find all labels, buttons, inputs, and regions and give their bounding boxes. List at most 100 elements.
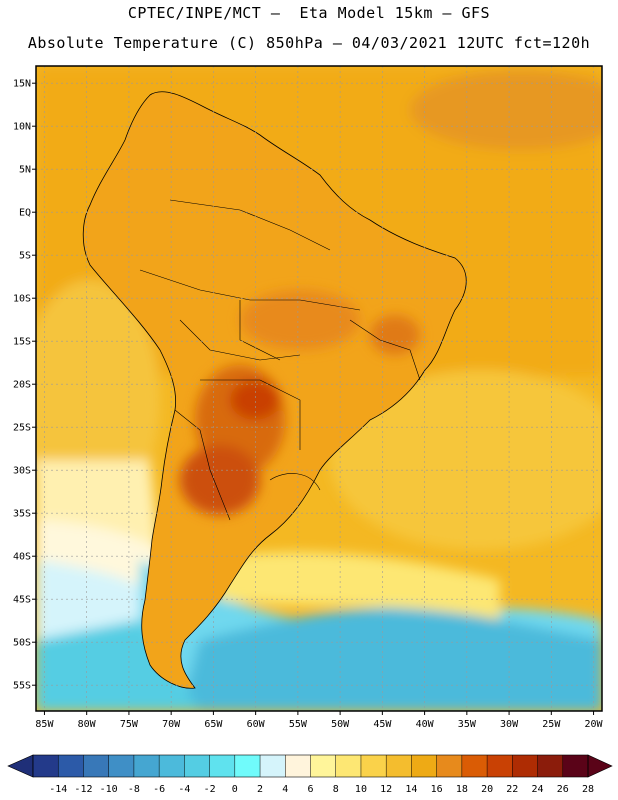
- colorbar-label: -4: [178, 784, 190, 795]
- colorbar-swatch: [260, 755, 286, 777]
- lon-tick-label: 60W: [247, 719, 266, 730]
- lon-tick-label: 35W: [458, 719, 477, 730]
- colorbar-swatch: [335, 755, 362, 777]
- colorbar-arrow-low: [7, 754, 34, 778]
- border-uruguay: [269, 473, 321, 491]
- field-pacific-colder: [36, 620, 200, 711]
- colorbar-label: 16: [431, 784, 443, 795]
- border-paraguay: [200, 379, 301, 450]
- lon-tick-label: 20W: [585, 719, 604, 730]
- map-title-line-2: Absolute Temperature (C) 850hPa – 04/03/…: [27, 34, 591, 52]
- lat-tick-label: 40S: [13, 552, 31, 563]
- colorbar-label: -2: [204, 784, 216, 795]
- colorbar: -14 -12 -10 -8 -6 -4 -2 0 2 4 6 8 10 12 14 16 18 20 22 24 26…: [7, 754, 613, 795]
- colorbar-label: 6: [307, 784, 313, 795]
- colorbar-label: 26: [557, 784, 569, 795]
- colorbar-label: 4: [282, 784, 288, 795]
- lat-tick-label: 55S: [13, 681, 31, 692]
- colorbar-label: 12: [380, 784, 392, 795]
- colorbar-swatch: [33, 755, 59, 777]
- lat-tick-label: 50S: [13, 638, 31, 649]
- colorbar-swatch: [159, 755, 185, 777]
- country-borders: [139, 199, 421, 521]
- lat-tick-label: 10S: [13, 294, 31, 305]
- colorbar-swatch: [184, 755, 210, 777]
- colorbar-label: 20: [481, 784, 493, 795]
- heat-east-brazil: [370, 315, 420, 355]
- temperature-field: [36, 66, 602, 711]
- lon-tick-label: 85W: [35, 719, 54, 730]
- lat-tick-label: 10N: [13, 122, 31, 133]
- lat-tick-label: 15S: [13, 337, 31, 348]
- lon-tick-label: 65W: [204, 719, 223, 730]
- colorbar-label: -8: [128, 784, 140, 795]
- colorbar-label: 2: [257, 784, 263, 795]
- lat-tick-label: EQ: [19, 208, 31, 219]
- colorbar-swatch: [310, 755, 337, 777]
- colorbar-label: -6: [153, 784, 165, 795]
- heat-paraguay: [230, 380, 280, 420]
- border-mato-grosso: [239, 300, 281, 361]
- lat-tick-label: 30S: [13, 466, 31, 477]
- lat-lon-grid: [36, 66, 602, 711]
- field-pacific-mid: [36, 280, 160, 520]
- lon-tick-label: 30W: [500, 719, 519, 730]
- colorbar-swatch: [436, 755, 463, 777]
- colorbar-label: 8: [333, 784, 339, 795]
- colorbar-swatch: [83, 755, 109, 777]
- colorbar-swatch: [386, 755, 412, 777]
- colorbar-label: 28: [582, 784, 594, 795]
- colorbar-label: 10: [355, 784, 367, 795]
- lon-tick-label: 75W: [120, 719, 139, 730]
- lon-tick-label: 70W: [162, 719, 181, 730]
- colorbar-swatch: [411, 755, 437, 777]
- lat-tick-label: 25S: [13, 423, 31, 434]
- border-chile-argentina: [174, 409, 231, 521]
- colorbar-label: -14: [49, 784, 67, 795]
- colorbar-swatch: [537, 755, 564, 777]
- colorbar-swatch: [461, 755, 488, 777]
- lat-tick-label: 15N: [13, 79, 31, 90]
- colorbar-swatch: [108, 755, 135, 777]
- lon-tick-label: 45W: [373, 719, 392, 730]
- latitude-labels: 15N 10N 5N EQ 5S 10S 15S 20S 25S 30S 35S 40S 45S 50S 5…: [13, 79, 36, 692]
- heat-argentina-core: [180, 445, 260, 515]
- colorbar-swatch: [360, 755, 387, 777]
- border-bolivia: [179, 319, 301, 361]
- colorbar-swatch: [234, 755, 261, 777]
- field-atlantic-cool: [210, 551, 500, 620]
- lon-tick-label: 50W: [331, 719, 350, 730]
- colorbar-label: -10: [100, 784, 118, 795]
- colorbar-swatch: [487, 755, 513, 777]
- border-north: [169, 199, 331, 251]
- lon-tick-label: 55W: [289, 719, 308, 730]
- lat-tick-label: 5N: [19, 165, 31, 176]
- lon-tick-label: 80W: [78, 719, 97, 730]
- lat-tick-label: 35S: [13, 509, 31, 520]
- border-brazil-states: [349, 319, 421, 381]
- colorbar-swatch: [512, 755, 538, 777]
- colorbar-label: 18: [456, 784, 468, 795]
- colorbar-swatch: [562, 755, 589, 777]
- colorbar-swatch: [133, 755, 160, 777]
- colorbar-label: 22: [506, 784, 518, 795]
- colorbar-swatch: [58, 755, 84, 777]
- colorbar-swatch: [285, 755, 311, 777]
- map-frame: [35, 65, 603, 712]
- lat-tick-label: 5S: [19, 251, 31, 262]
- lat-tick-label: 20S: [13, 380, 31, 391]
- colorbar-label: 24: [532, 784, 544, 795]
- colorbar-label: -12: [74, 784, 92, 795]
- field-warm-atlantic-north: [410, 70, 602, 150]
- longitude-labels: 85W 80W 75W 70W 65W 60W 55W 50W 45W 40W 35W 30W 25W 2…: [35, 711, 604, 730]
- colorbar-arrow-high: [587, 754, 613, 778]
- colorbar-frame: [32, 754, 589, 778]
- field-atlantic-mid: [330, 370, 602, 550]
- colorbar-label: 0: [232, 784, 238, 795]
- colorbar-label: 14: [405, 784, 417, 795]
- lon-tick-label: 40W: [416, 719, 435, 730]
- map-title-line-1: CPTEC/INPE/MCT – Eta Model 15km – GFS: [127, 4, 491, 22]
- border-amazon: [139, 269, 361, 311]
- lon-tick-label: 25W: [542, 719, 561, 730]
